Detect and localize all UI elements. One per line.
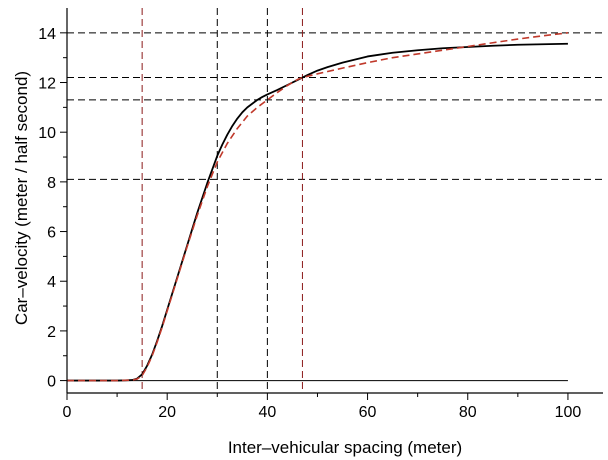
axes: 0 20 40 60 80 100 0 2 4 6 8 10 12 14 [38,8,603,421]
y-tick-label: 14 [38,26,56,43]
x-axis-label: Inter–vehicular spacing (meter) [228,438,462,457]
x-tick-label: 100 [555,404,582,421]
series-line-1 [67,32,569,382]
y-tick-label: 12 [38,76,56,93]
x-tick-label: 80 [459,404,477,421]
x-tick-label: 60 [359,404,377,421]
y-tick-label: 6 [47,225,56,242]
y-tick-label: 4 [47,274,56,291]
x-tick-label: 0 [63,404,72,421]
y-tick-label: 8 [47,175,56,192]
x-tick-label: 40 [258,404,276,421]
series-group [67,32,569,382]
x-tick-label: 20 [158,404,176,421]
y-tick-label: 2 [47,324,56,341]
reference-lines [67,8,603,393]
y-axis-label: Car–velocity (meter / half second) [12,71,31,325]
y-tick-label: 0 [47,374,56,391]
y-tick-label: 10 [38,125,56,142]
